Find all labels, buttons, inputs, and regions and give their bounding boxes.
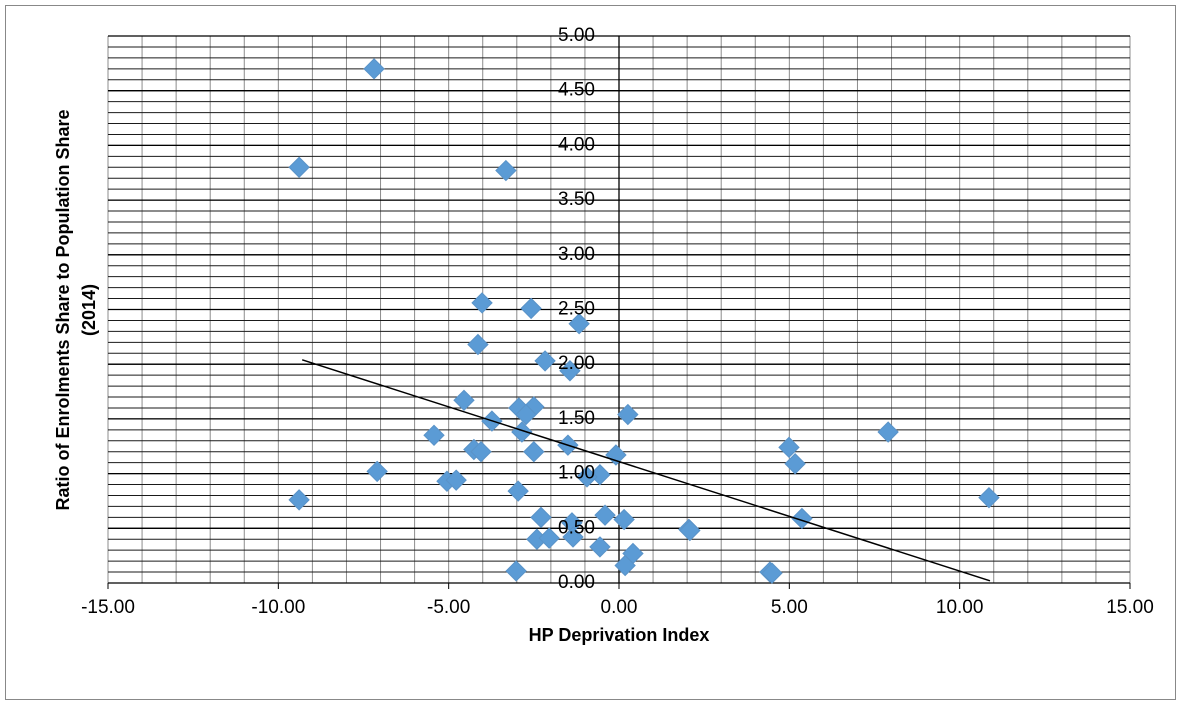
point	[594, 504, 616, 526]
point	[423, 424, 445, 447]
y-tick-label: 2.00	[558, 353, 595, 374]
point	[538, 527, 560, 549]
y-axis-title: (2014)	[79, 284, 99, 336]
x-tick-label: -15.00	[81, 597, 135, 618]
point	[453, 389, 475, 412]
point	[562, 526, 584, 548]
point	[288, 489, 310, 511]
point	[520, 297, 542, 320]
point	[507, 480, 529, 502]
point	[617, 403, 639, 426]
x-tick-label: 15.00	[1106, 597, 1154, 618]
point	[613, 508, 635, 531]
point	[534, 350, 556, 372]
x-tick-label: 10.00	[936, 597, 984, 618]
point	[679, 519, 701, 542]
point	[605, 444, 627, 466]
point	[495, 159, 517, 182]
y-tick-label: 0.50	[558, 517, 595, 538]
point	[530, 506, 552, 529]
point	[467, 333, 489, 356]
point	[978, 486, 1000, 509]
point	[515, 403, 537, 426]
point	[366, 460, 388, 483]
point	[791, 507, 813, 530]
y-tick-label: 3.00	[558, 244, 595, 265]
point	[784, 453, 806, 475]
y-tick-label: 5.00	[558, 25, 595, 46]
point	[523, 441, 545, 463]
point	[589, 536, 611, 558]
point	[877, 421, 899, 443]
trendline	[301, 359, 991, 582]
point	[576, 466, 598, 488]
point	[589, 463, 611, 486]
y-tick-label: 3.50	[558, 189, 595, 210]
x-axis-title: HP Deprivation Index	[529, 625, 710, 645]
point	[470, 441, 492, 463]
point	[568, 313, 590, 335]
y-tick-label: 4.50	[558, 80, 595, 101]
y-tick-label: 2.50	[558, 299, 595, 320]
x-tick-label: -5.00	[427, 597, 470, 618]
chart-border	[5, 5, 1176, 700]
x-tick-label: 0.00	[601, 597, 638, 618]
y-tick-label: 4.00	[558, 134, 595, 155]
point	[471, 292, 493, 314]
x-tick-label: -10.00	[251, 597, 305, 618]
y-tick-label: 1.50	[558, 408, 595, 429]
point	[559, 360, 581, 382]
x-tick-label: 5.00	[771, 597, 808, 618]
point	[363, 58, 385, 80]
point	[614, 554, 636, 577]
y-axis-title: Ratio of Enrolments Share to Population …	[53, 109, 73, 510]
point	[778, 436, 800, 459]
point	[288, 156, 310, 178]
point	[445, 469, 467, 491]
y-tick-label: 0.00	[558, 572, 595, 593]
point	[761, 562, 783, 584]
point	[505, 560, 527, 582]
y-tick-label: 1.00	[558, 463, 595, 484]
marks	[288, 58, 1000, 584]
